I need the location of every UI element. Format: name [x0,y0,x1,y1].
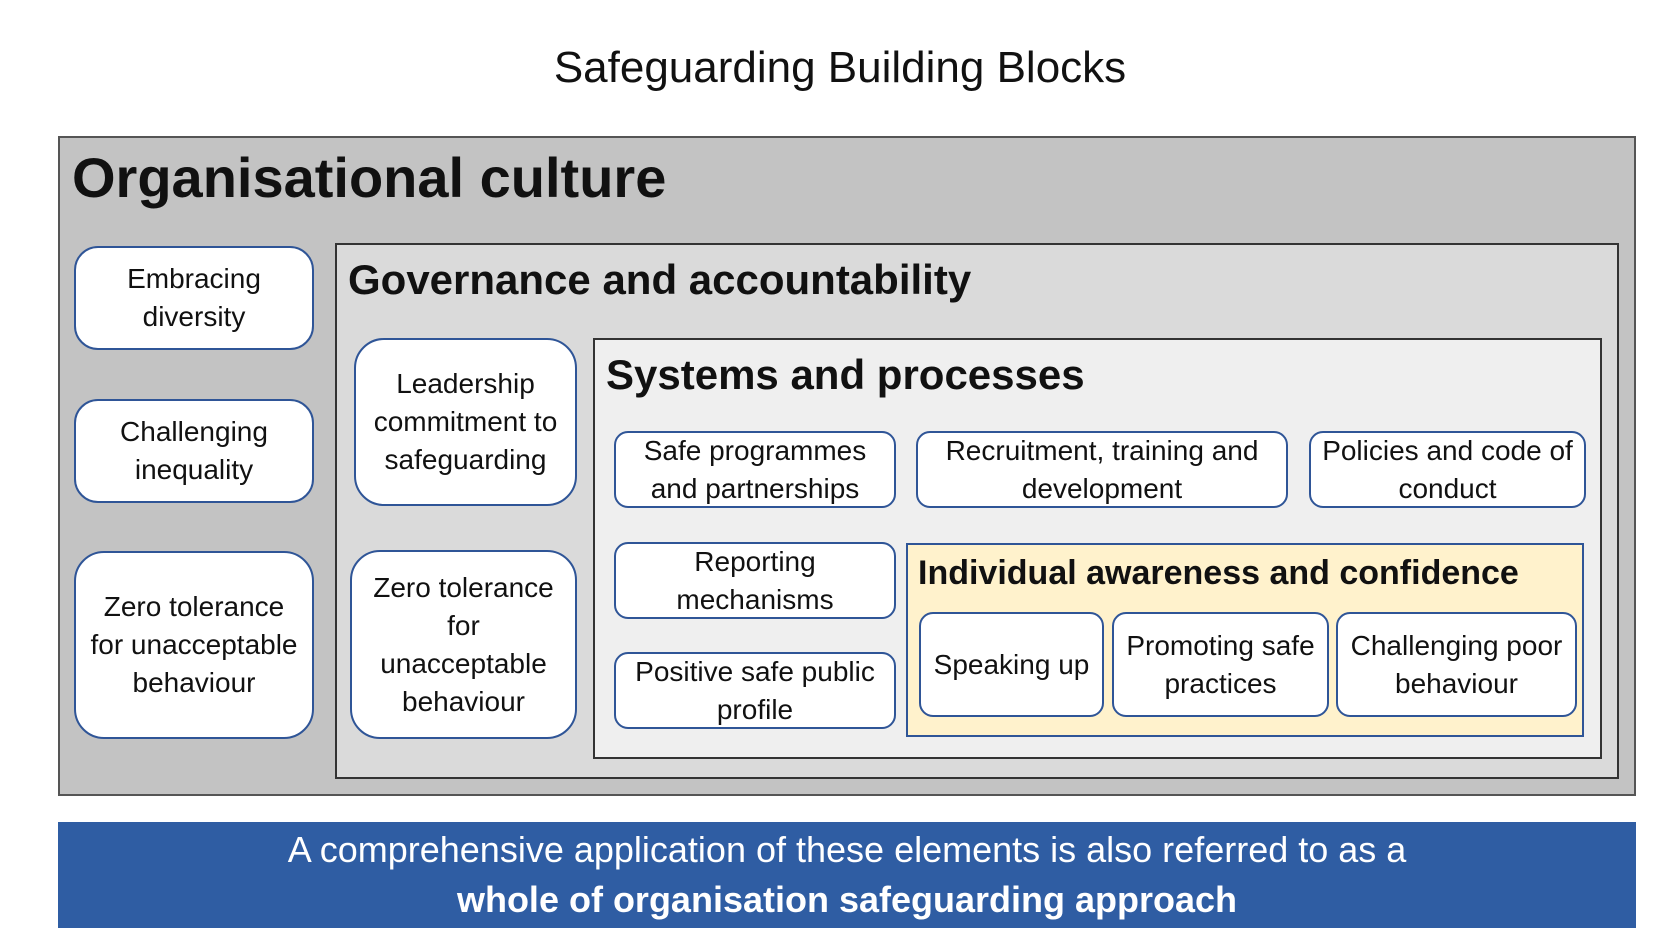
governance-item-zero-tolerance: Zero tolerance for unacceptable behaviou… [350,550,577,739]
systems-item-safe-programmes: Safe programmes and partnerships [614,431,896,508]
governance-heading: Governance and accountability [348,256,972,303]
individual-heading: Individual awareness and confidence [918,554,1519,592]
culture-item-embracing-diversity: Embracing diversity [74,246,314,350]
culture-item-zero-tolerance: Zero tolerance for unacceptable behaviou… [74,551,314,739]
systems-item-policies: Policies and code of conduct [1309,431,1586,508]
individual-item-speaking-up: Speaking up [919,612,1104,717]
governance-item-leadership-commitment: Leadership commitment to safeguarding [354,338,577,506]
individual-item-promoting-safe-practices: Promoting safe practices [1112,612,1329,717]
systems-heading: Systems and processes [606,351,1085,398]
culture-item-challenging-inequality: Challenging inequality [74,399,314,503]
banner-line-1: A comprehensive application of these ele… [287,829,1407,870]
systems-item-positive-profile: Positive safe public profile [614,652,896,729]
systems-item-reporting-mechanisms: Reporting mechanisms [614,542,896,619]
organisational-culture-heading: Organisational culture [72,146,667,209]
summary-banner: A comprehensive application of these ele… [58,822,1636,928]
individual-item-challenging-poor-behaviour: Challenging poor behaviour [1336,612,1577,717]
banner-line-2: whole of organisation safeguarding appro… [456,879,1238,920]
systems-item-recruitment: Recruitment, training and development [916,431,1288,508]
page-title: Safeguarding Building Blocks [553,43,1127,92]
